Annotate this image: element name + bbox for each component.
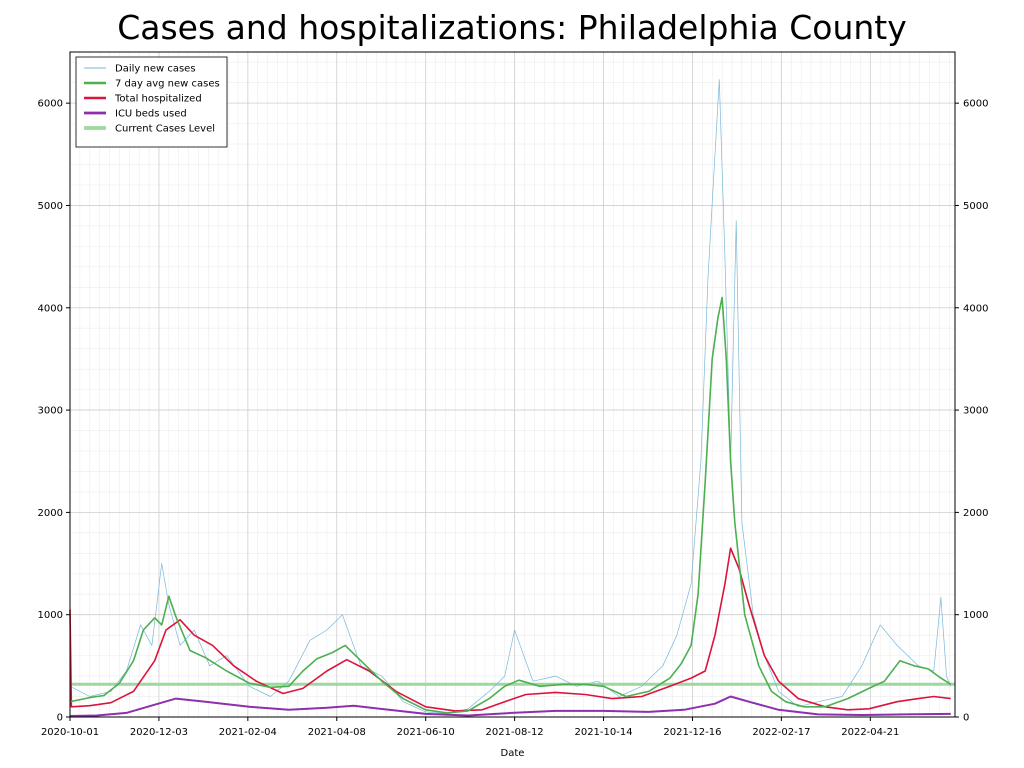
- y-tick-label-right: 4000: [963, 303, 988, 314]
- y-tick-label: 5000: [38, 201, 63, 212]
- x-tick-label: 2021-04-08: [308, 727, 366, 738]
- x-tick-label: 2022-04-21: [841, 727, 899, 738]
- legend: Daily new cases 7 day avg new cases Total …: [75, 56, 228, 148]
- legend-label: Current Cases Level: [115, 124, 215, 135]
- y-tick-label-right: 2000: [963, 508, 988, 519]
- series-line-total-hospitalized: [69, 547, 951, 712]
- y-tick-label: 6000: [38, 99, 63, 110]
- series-line-7-day-avg-new-cases: [69, 296, 952, 714]
- x-tick-label: 2021-02-04: [219, 727, 277, 738]
- x-tick-label: 2020-10-01: [41, 727, 99, 738]
- series-line-daily-new-cases: [69, 79, 952, 715]
- y-tick-label: 2000: [38, 508, 63, 519]
- legend-box: [75, 56, 228, 148]
- axes: 2020-10-01 2020-12-03 2021-02-04 2021-04-08…: [38, 99, 989, 738]
- y-tick-label: 3000: [38, 406, 63, 417]
- legend-label: 7 day avg new cases: [115, 79, 220, 90]
- x-tick-label: 2020-12-03: [130, 727, 188, 738]
- y-tick-label-right: 6000: [963, 99, 988, 110]
- y-tick-label-right: 3000: [963, 406, 988, 417]
- x-tick-label: 2021-08-12: [486, 727, 544, 738]
- y-tick-label-right: 5000: [963, 201, 988, 212]
- x-tick-label: 2021-06-10: [397, 727, 455, 738]
- y-tick-label: 1000: [38, 610, 63, 621]
- y-tick-label-right: 0: [963, 713, 969, 724]
- y-tick-label: 0: [57, 713, 63, 724]
- plot-frame: [69, 51, 956, 718]
- legend-label: Daily new cases: [115, 64, 196, 75]
- x-tick-label: 2021-10-14: [574, 727, 632, 738]
- legend-label: Total hospitalized: [114, 94, 202, 105]
- y-tick-label-right: 1000: [963, 610, 988, 621]
- legend-label: ICU beds used: [115, 109, 187, 120]
- x-tick-label: 2022-02-17: [752, 727, 810, 738]
- x-axis-label: Date: [501, 748, 525, 759]
- series-layer: [69, 79, 955, 717]
- y-tick-label: 4000: [38, 303, 63, 314]
- chart-title: Cases and hospitalizations: Philadelphia…: [117, 8, 907, 47]
- x-tick-label: 2021-12-16: [663, 727, 721, 738]
- grid: [69, 52, 955, 718]
- series-line-icu-beds-used: [69, 695, 951, 717]
